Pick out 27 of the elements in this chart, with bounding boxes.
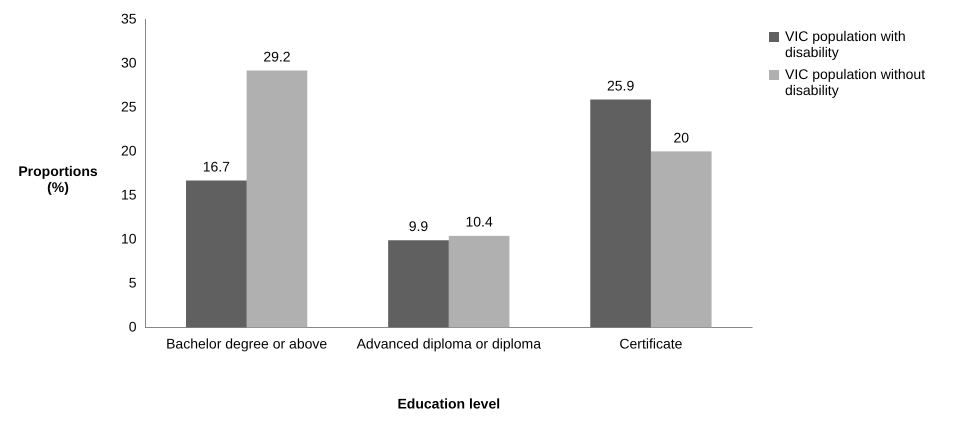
y-tick-label: 10 xyxy=(120,230,137,246)
bar xyxy=(388,240,449,328)
y-tick-label: 0 xyxy=(128,318,137,334)
data-label: 25.9 xyxy=(606,77,634,94)
bar xyxy=(650,151,712,328)
bar xyxy=(186,180,247,328)
y-tick-label: 5 xyxy=(128,274,137,290)
x-axis-title: Education level xyxy=(397,395,500,412)
bar xyxy=(590,99,651,328)
legend-label: VIC population without disability xyxy=(785,66,926,98)
data-label: 10.4 xyxy=(465,214,493,230)
y-tick-label: 15 xyxy=(120,186,137,202)
bar xyxy=(448,236,510,328)
x-tick-label: Advanced diploma or diploma xyxy=(356,336,542,352)
data-label: 29.2 xyxy=(263,48,291,64)
y-tick-label: 30 xyxy=(120,54,137,70)
legend-label: VIC population with disability xyxy=(785,28,907,60)
y-tick-label: 25 xyxy=(120,98,137,114)
y-tick-label: 20 xyxy=(120,142,137,158)
data-label: 9.9 xyxy=(408,218,428,234)
data-label: 16.7 xyxy=(202,158,230,174)
y-axis-title: Proportions (%) xyxy=(17,163,99,195)
bar xyxy=(246,70,308,328)
data-label: 20 xyxy=(673,129,690,146)
x-tick-label: Certificate xyxy=(619,336,683,352)
x-tick-label: Bachelor degree or above xyxy=(166,336,328,352)
y-tick-label: 35 xyxy=(120,10,137,26)
